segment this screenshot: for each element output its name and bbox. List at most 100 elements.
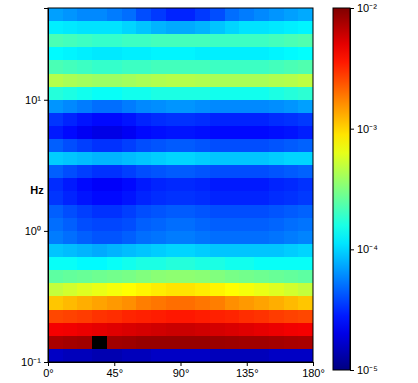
cell [181, 257, 196, 270]
x-tick-label: 0° [43, 367, 54, 379]
y-tick-label: 10⁰ [25, 225, 41, 237]
cell [48, 283, 63, 296]
cell [48, 126, 63, 139]
cell [254, 349, 269, 362]
x-tick-label: 180° [302, 367, 325, 379]
cell [239, 270, 254, 283]
cell [298, 323, 313, 336]
cell [284, 310, 299, 323]
cell [48, 257, 63, 270]
cell [195, 257, 210, 270]
cell [77, 100, 92, 113]
cell [181, 178, 196, 191]
cell [195, 113, 210, 126]
cell [48, 270, 63, 283]
cell [77, 152, 92, 165]
cell [284, 139, 299, 152]
cell [136, 244, 151, 257]
cell [166, 87, 181, 100]
cell [269, 310, 284, 323]
cell [298, 336, 313, 349]
cell [269, 113, 284, 126]
color-tick-label: 10⁻² [357, 2, 377, 14]
cell [77, 283, 92, 296]
cell [269, 21, 284, 34]
cell [63, 218, 78, 231]
cell [166, 310, 181, 323]
cell [239, 74, 254, 87]
x-tick: 90° [173, 362, 190, 379]
cell [77, 139, 92, 152]
cell [195, 283, 210, 296]
cell [166, 244, 181, 257]
cell [210, 231, 225, 244]
color-tick: 10⁻² [350, 2, 377, 14]
cell [63, 74, 78, 87]
cell [239, 139, 254, 152]
cell [239, 8, 254, 21]
cell [166, 218, 181, 231]
cell [239, 47, 254, 60]
cell [136, 349, 151, 362]
cell [225, 283, 240, 296]
cell [122, 87, 137, 100]
cell [239, 126, 254, 139]
cell [284, 244, 299, 257]
cell [107, 87, 122, 100]
chart: 0°45°90°135°180°10⁻¹10⁰10¹Hz10⁻⁵10⁻⁴10⁻³… [0, 0, 418, 383]
cell [122, 323, 137, 336]
cell [210, 296, 225, 309]
cell [269, 257, 284, 270]
cell [298, 8, 313, 21]
cell [151, 191, 166, 204]
cell [166, 8, 181, 21]
cell [284, 126, 299, 139]
cell [225, 244, 240, 257]
cell [136, 126, 151, 139]
x-tick-label: 90° [173, 367, 190, 379]
cell [136, 178, 151, 191]
cell [77, 257, 92, 270]
cell [239, 178, 254, 191]
cell [269, 34, 284, 47]
cell [48, 113, 63, 126]
cell [269, 218, 284, 231]
cell [92, 336, 107, 349]
cell [48, 323, 63, 336]
cell [298, 178, 313, 191]
color-axis-line [351, 9, 355, 371]
cell [239, 231, 254, 244]
cell [107, 270, 122, 283]
cell [195, 152, 210, 165]
cell [298, 21, 313, 34]
cell [166, 126, 181, 139]
cell [210, 349, 225, 362]
cell [210, 74, 225, 87]
cell [107, 336, 122, 349]
cell [284, 87, 299, 100]
cell [48, 231, 63, 244]
cell [77, 231, 92, 244]
cell [151, 296, 166, 309]
cell [166, 100, 181, 113]
color-bar [333, 8, 350, 370]
cell [166, 231, 181, 244]
cell [77, 21, 92, 34]
cell [92, 47, 107, 60]
cell [63, 60, 78, 73]
cell [239, 34, 254, 47]
cell [298, 126, 313, 139]
cell [269, 126, 284, 139]
cell [48, 34, 63, 47]
cell [166, 257, 181, 270]
cell [166, 47, 181, 60]
cell [181, 283, 196, 296]
cell [181, 349, 196, 362]
cell [107, 244, 122, 257]
cell [195, 336, 210, 349]
cell [151, 218, 166, 231]
cell [122, 126, 137, 139]
cell [77, 126, 92, 139]
cell [181, 139, 196, 152]
cell [136, 231, 151, 244]
